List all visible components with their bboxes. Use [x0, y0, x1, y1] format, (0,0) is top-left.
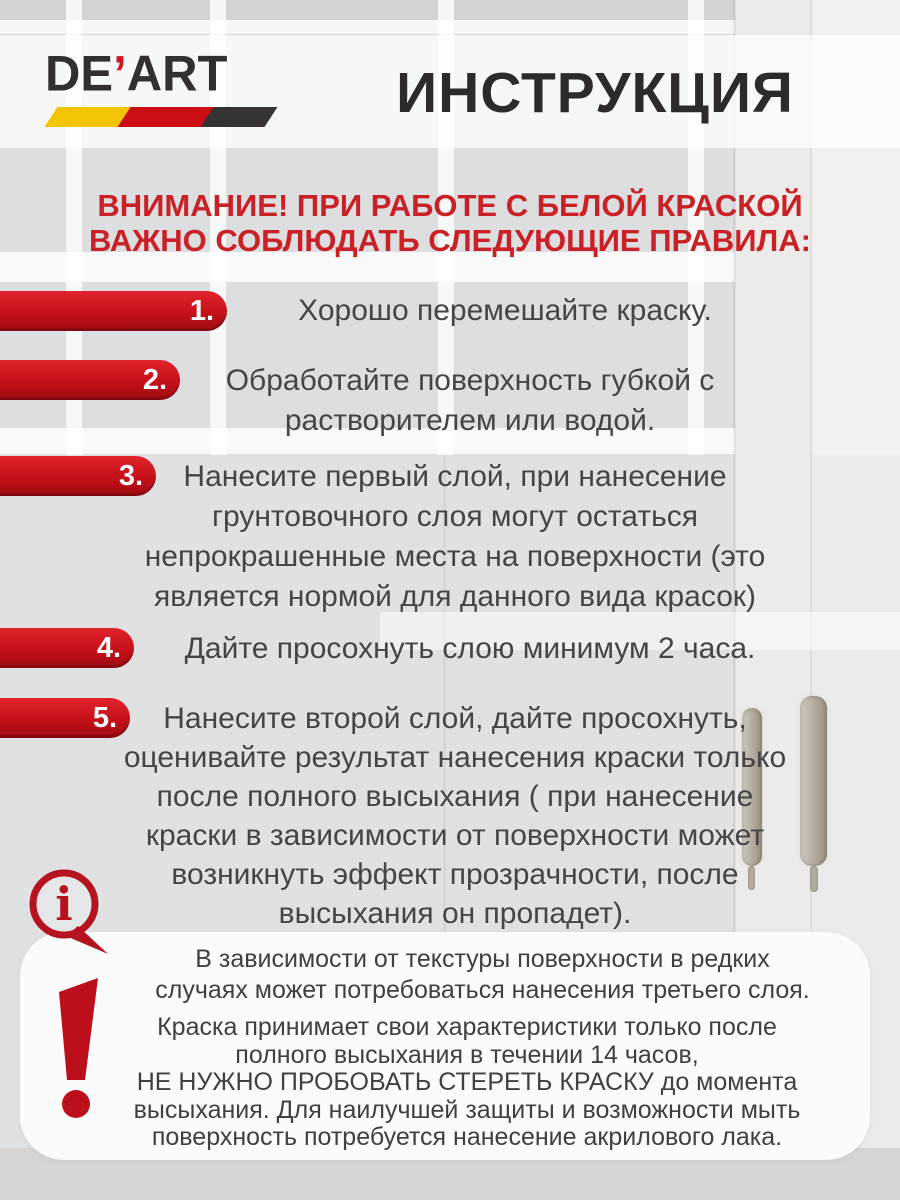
logo-de: DE [45, 46, 114, 102]
window-mullion [0, 252, 735, 282]
step-text: Обработайте поверхность губкой с раствор… [225, 364, 715, 437]
logo-art: ART [126, 46, 228, 102]
info-speech-bubble-icon: i [29, 869, 108, 954]
door-seam [733, 0, 736, 1200]
notes-card [20, 932, 870, 1160]
step-number-badge: 4. [0, 628, 134, 668]
step-number-badge: 5. [0, 698, 130, 738]
step-number: 3. [118, 459, 143, 492]
window-mullion [0, 20, 735, 34]
door-seam [810, 0, 812, 1200]
note-drying-time: Краска принимает свои характеристики тол… [133, 1013, 801, 1151]
door-handle-stem [810, 866, 818, 892]
step-number-badge: 3. [0, 456, 156, 496]
window-mullion [0, 428, 735, 454]
step-number: 2. [142, 363, 167, 396]
logo-stripe-red [117, 107, 215, 127]
page-title: ИНСТРУКЦИЯ [396, 61, 794, 125]
door-rail [380, 612, 900, 650]
door-seam [443, 455, 446, 1200]
brand-logo: DE’ART [44, 49, 278, 127]
note-third-layer: В зависимости от текстуры поверхности в … [155, 945, 810, 1004]
step-number-badge: 2. [0, 360, 180, 400]
logo-stripe [44, 107, 278, 127]
step-text: Нанесите второй слой, дайте просохнуть, … [123, 702, 787, 930]
step-number: 4. [96, 631, 121, 664]
door-handle-icon [742, 708, 762, 866]
warning-heading: ВНИМАНИЕ! ПРИ РАБОТЕ С БЕЛОЙ КРАСКОЙ ВАЖ… [89, 188, 811, 258]
step-text: Нанесите первый слой, при нанесение грун… [144, 460, 766, 613]
brand-logo-text: DE’ART [45, 49, 275, 100]
step-number: 1. [189, 294, 214, 327]
step-text: Хорошо перемешайте краску. [298, 294, 712, 327]
logo-apostrophe: ’ [113, 46, 127, 102]
logo-stripe-dark [200, 107, 278, 127]
step-number-badge: 1. [0, 291, 227, 331]
header-band [0, 35, 900, 148]
exclamation-mark-icon [59, 978, 98, 1118]
door-handle-icon [800, 696, 827, 866]
svg-text:i: i [55, 877, 72, 931]
door-handle-stem [748, 866, 755, 890]
step-number: 5. [92, 701, 117, 734]
step-text: Дайте просохнуть слою минимум 2 часа. [184, 632, 756, 665]
